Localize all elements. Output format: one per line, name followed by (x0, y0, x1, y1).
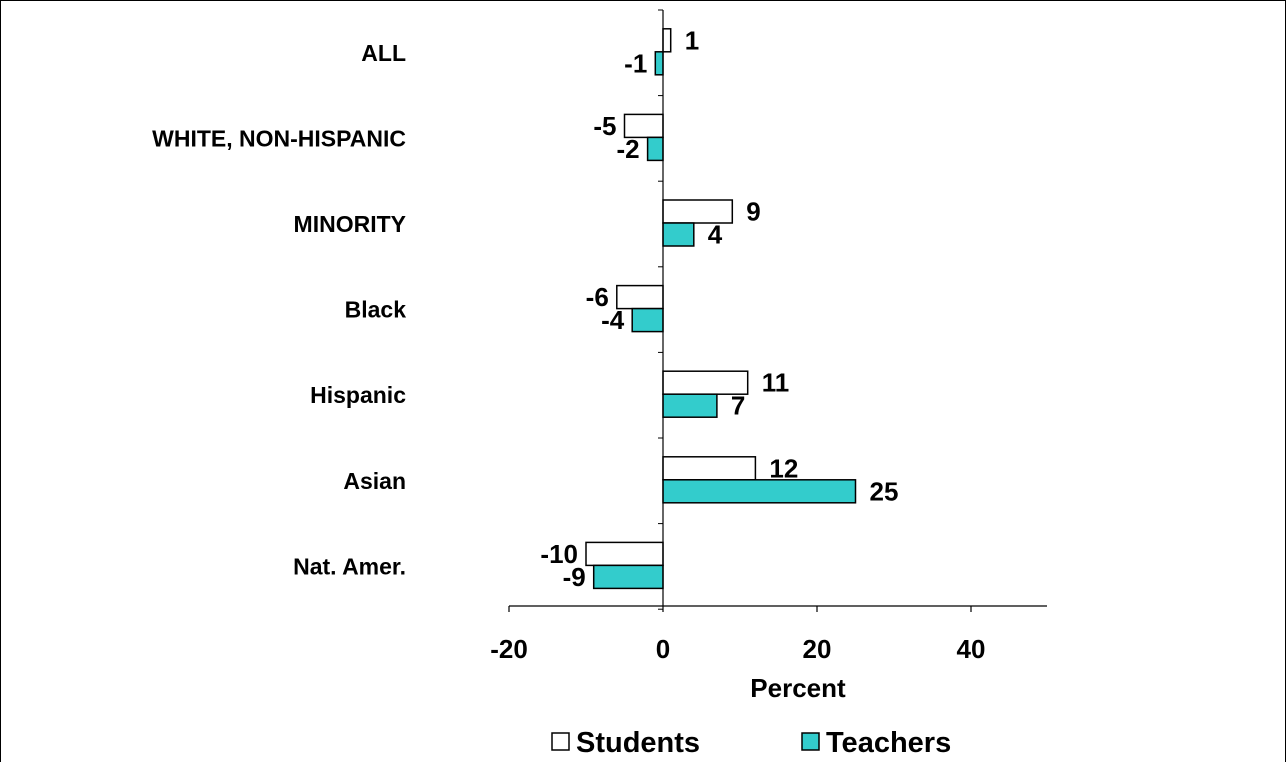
teachers-bar (646, 136, 664, 162)
category-label: WHITE, NON-HISPANIC (152, 125, 406, 151)
teachers-legend-swatch (801, 732, 820, 751)
teachers-data-label: 25 (870, 476, 899, 506)
category-label: ALL (361, 40, 406, 66)
students-data-label: -10 (540, 539, 578, 569)
students-bar (662, 456, 757, 481)
category-label: Nat. Amer. (293, 553, 406, 579)
teachers-bar (662, 479, 857, 504)
bars (585, 28, 857, 590)
teachers-data-label: -2 (616, 134, 639, 164)
students-legend-label: Students (576, 727, 700, 759)
teachers-bar (592, 564, 664, 590)
teachers-bar (662, 393, 718, 418)
teachers-data-label: -4 (601, 305, 625, 335)
category-label: Asian (343, 468, 406, 494)
x-tick-label: 20 (803, 634, 832, 664)
teachers-data-label: 4 (708, 220, 723, 250)
teachers-legend-label: Teachers (826, 727, 951, 759)
students-data-label: 12 (769, 453, 798, 483)
students-data-label: 11 (762, 368, 790, 398)
teachers-bar (662, 222, 695, 247)
category-label: Black (345, 297, 407, 323)
x-tick-label: -20 (490, 634, 528, 664)
legend: Students Teachers (551, 727, 951, 759)
students-data-label: 1 (685, 25, 699, 55)
x-axis-title: Percent (750, 673, 846, 703)
category-labels: ALL WHITE, NON-HISPANIC MINORITY Black Hispa… (152, 40, 406, 580)
students-data-label: -5 (593, 111, 616, 141)
teachers-data-label: -1 (624, 48, 647, 78)
data-labels: 1 -1 -5-2 94 -6-4 11 7 12 25 -10-9 (540, 25, 898, 592)
teachers-data-label: -9 (563, 562, 586, 592)
students-data-label: 9 (746, 197, 760, 227)
category-label: Hispanic (310, 382, 406, 408)
x-tick-label: 0 (656, 634, 670, 664)
teachers-data-label: 7 (731, 391, 745, 421)
students-bar (662, 28, 672, 53)
students-data-label: -6 (586, 282, 609, 312)
axes: -20 0 20 40 (490, 9, 1047, 664)
students-bar (585, 541, 664, 567)
x-tick-label: 40 (957, 634, 986, 664)
students-legend-swatch (551, 732, 570, 751)
category-label: MINORITY (294, 211, 406, 237)
teachers-bar (631, 307, 664, 333)
teachers-bar (654, 51, 664, 76)
